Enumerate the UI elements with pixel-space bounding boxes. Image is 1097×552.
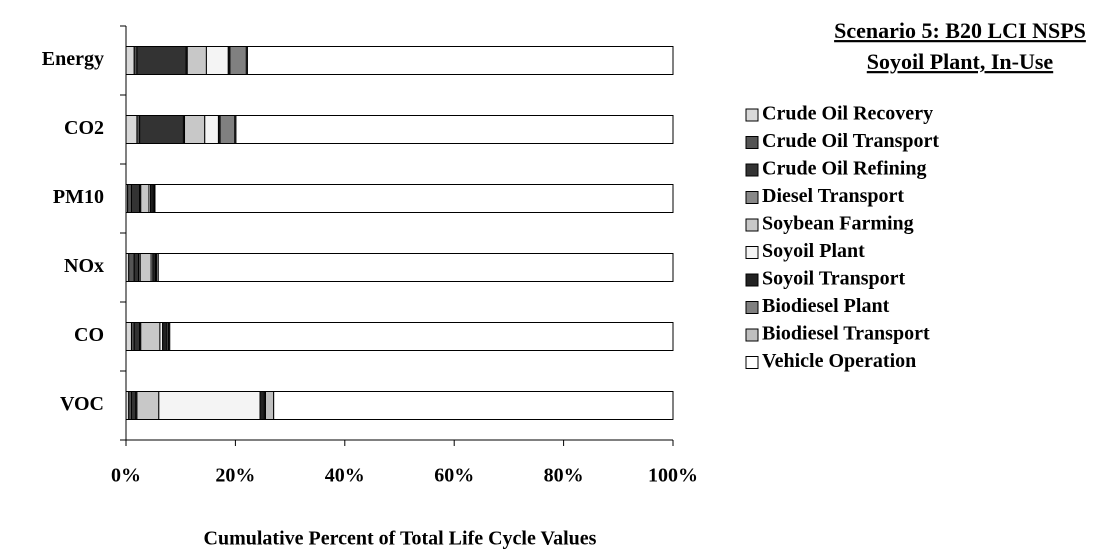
- bar-segment: [125, 115, 138, 144]
- legend-label: Vehicle Operation: [762, 350, 916, 372]
- chart-title: Scenario 5: B20 LCI NSPS: [834, 18, 1086, 43]
- bar-segment: [128, 253, 135, 282]
- bar-segment: [273, 391, 674, 420]
- bar-segment: [162, 322, 168, 351]
- legend-swatch: [745, 136, 759, 149]
- legend-label: Crude Oil Recovery: [762, 103, 933, 125]
- x-tick-label: 80%: [544, 465, 584, 487]
- legend-label: Biodiesel Transport: [762, 323, 930, 345]
- bar-segment: [204, 115, 219, 144]
- bar-segment: [259, 391, 265, 420]
- bar-segment: [140, 184, 150, 213]
- bar-segment: [169, 322, 674, 351]
- x-axis-label: Cumulative Percent of Total Life Cycle V…: [204, 528, 597, 550]
- legend-label: Soyoil Transport: [762, 268, 906, 290]
- legend-swatch: [745, 191, 759, 204]
- legend-label: Crude Oil Transport: [762, 130, 939, 152]
- legend-swatch: [745, 328, 759, 342]
- legend-swatch: [745, 246, 759, 259]
- bar-segment: [158, 391, 261, 420]
- y-tick-label: Energy: [42, 48, 104, 70]
- bar-segment: [205, 46, 229, 75]
- bar-segment: [154, 184, 674, 213]
- x-tick-label: 0%: [111, 465, 141, 487]
- bar-segment: [139, 115, 184, 144]
- bar-segment: [136, 391, 160, 420]
- y-tick-label: CO: [74, 324, 104, 346]
- bar-segment: [130, 391, 137, 420]
- x-tick-label: 60%: [434, 465, 474, 487]
- y-tick-label: VOC: [60, 393, 104, 415]
- bar-segment: [219, 115, 236, 144]
- x-tick-label: 100%: [648, 465, 698, 487]
- bar-segment: [125, 322, 132, 351]
- bar-segment: [127, 184, 132, 213]
- bar-segment: [246, 46, 674, 75]
- bar-segment: [136, 46, 187, 75]
- x-tick-label: 20%: [215, 465, 255, 487]
- y-tick-label: CO2: [64, 117, 104, 139]
- legend-swatch: [745, 273, 759, 287]
- bar-segment: [229, 46, 247, 75]
- legend-label: Soybean Farming: [762, 213, 914, 235]
- legend-label: Biodiesel Plant: [762, 295, 890, 317]
- chart-subtitle: Soyoil Plant, In-Use: [867, 49, 1054, 74]
- legend-swatch: [745, 218, 759, 232]
- y-tick-label: NOx: [64, 255, 104, 277]
- bar-segment: [184, 115, 206, 144]
- bar-segment: [186, 46, 207, 75]
- bar-segment: [139, 253, 152, 282]
- bar-segment: [130, 184, 141, 213]
- x-tick-label: 40%: [325, 465, 365, 487]
- legend-swatch: [745, 301, 759, 314]
- bar-segment: [157, 253, 674, 282]
- bar-segment: [125, 46, 135, 75]
- legend-swatch: [745, 356, 759, 369]
- bar-segment: [235, 115, 674, 144]
- legend-label: Crude Oil Refining: [762, 158, 926, 180]
- bar-segment: [133, 253, 140, 282]
- legend-swatch: [745, 108, 759, 122]
- bar-segment: [140, 322, 161, 351]
- legend-swatch: [745, 163, 759, 177]
- legend-label: Diesel Transport: [762, 185, 904, 207]
- bar-segment: [264, 391, 275, 420]
- legend-label: Soyoil Plant: [762, 240, 865, 262]
- bar-segment: [133, 322, 141, 351]
- y-tick-label: PM10: [53, 186, 104, 208]
